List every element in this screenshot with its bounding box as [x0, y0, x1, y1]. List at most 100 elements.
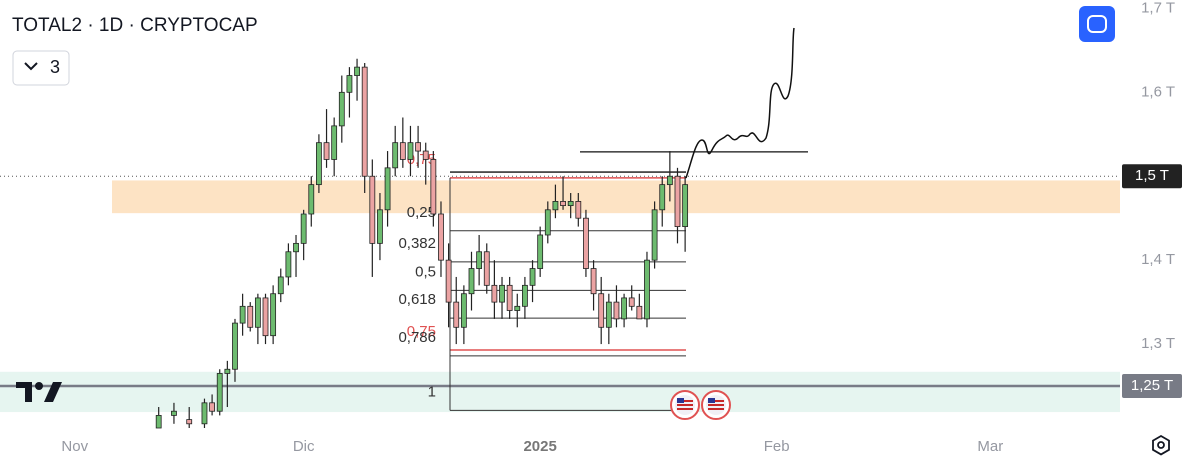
candle-body — [399, 142, 406, 160]
candle-body — [522, 284, 528, 307]
candle-body — [453, 301, 460, 328]
candle-body — [254, 297, 261, 328]
fib-label: 0,618 — [398, 291, 436, 308]
candle-body — [430, 159, 437, 215]
candle-body — [224, 368, 231, 374]
candle-body — [644, 259, 650, 320]
candle-body — [491, 284, 498, 303]
fib-label: 0,382 — [398, 235, 436, 252]
candle-body — [583, 217, 589, 269]
candle-body — [285, 251, 292, 278]
x-tick-label: Dic — [293, 438, 315, 455]
fib-label: 0,75 — [407, 151, 436, 168]
indicator-count: 3 — [50, 57, 60, 77]
candle-body — [621, 297, 627, 320]
candle-body — [277, 276, 284, 295]
candle-body — [537, 234, 544, 269]
fib-label: 0,786 — [398, 329, 436, 346]
background-layer: 1,3 T 1,4 T 1,6 T 1,7 T Nov Dic 2025 Feb Mar 0,75… — [0, 0, 1175, 455]
x-tick-label: Feb — [764, 438, 790, 455]
projection-drawing — [685, 27, 795, 179]
zone — [0, 371, 1120, 413]
candle-body — [651, 209, 658, 261]
candle-body — [155, 415, 162, 429]
price-label-box — [1122, 374, 1182, 399]
x-tick-label: 2025 — [523, 438, 556, 455]
y-tick-label: 1,7 T — [1141, 0, 1175, 16]
candle-body — [270, 293, 277, 337]
candle-body — [575, 201, 582, 219]
candle-body — [354, 66, 360, 76]
y-tick-label: 1,3 T — [1141, 335, 1175, 352]
candle-body — [392, 142, 399, 169]
candle-body — [171, 410, 177, 416]
candle-body — [308, 184, 315, 215]
candle-body — [232, 322, 238, 370]
candle-body — [186, 419, 193, 425]
candle-body — [293, 242, 299, 253]
candle-body — [216, 373, 223, 412]
zone — [112, 180, 1120, 214]
candle-body — [346, 75, 353, 93]
fib-label: 0,25 — [407, 204, 436, 221]
candle-body — [529, 268, 536, 286]
candle-body — [514, 305, 521, 311]
y-tick-label: 1,4 T — [1141, 251, 1175, 268]
candle-body — [628, 297, 635, 307]
candle-body — [506, 284, 513, 311]
candle-body — [407, 142, 414, 160]
candle-body — [567, 201, 574, 207]
candle-body — [384, 167, 391, 211]
candle-body — [666, 175, 673, 186]
candle-body — [636, 305, 643, 320]
candle-body — [445, 259, 452, 303]
candle-body — [247, 305, 254, 328]
candle-body — [209, 402, 215, 412]
candle-body — [422, 150, 429, 160]
candle-body — [499, 284, 505, 303]
candle-body — [262, 297, 269, 337]
candle-body — [460, 293, 467, 328]
candle-body — [323, 142, 330, 160]
event-flags[interactable] — [670, 390, 731, 420]
indicator-toggle[interactable] — [12, 50, 70, 86]
candle-body — [598, 293, 605, 328]
candle-body — [369, 175, 376, 244]
candle-body — [544, 209, 551, 236]
candle-body — [590, 268, 597, 295]
candle-body — [415, 142, 421, 152]
price-label-box — [1122, 164, 1182, 189]
candle-body — [605, 301, 612, 328]
candle-body — [361, 66, 368, 177]
candle-body — [338, 91, 345, 127]
candle-body — [483, 251, 490, 286]
price-label: 1,5 T — [1135, 167, 1169, 184]
candle-body — [331, 125, 338, 160]
chevron-icon — [24, 62, 38, 71]
chart-title: TOTAL2 · 1D · CRYPTOCAP — [12, 15, 258, 36]
candle-body — [659, 184, 666, 211]
candle-body — [300, 213, 307, 244]
candle-body — [552, 201, 559, 211]
candle-body — [674, 175, 681, 227]
candle-body — [438, 213, 444, 261]
layout-button[interactable] — [1079, 6, 1115, 42]
candle-body — [613, 301, 620, 320]
y-tick-label: 1,6 T — [1141, 83, 1175, 100]
candle-body — [316, 142, 322, 186]
x-tick-label: Mar — [977, 438, 1003, 455]
fib-label: 0,5 — [415, 263, 436, 280]
candle-body — [476, 251, 483, 269]
candle-body — [560, 201, 566, 207]
fib-label: 1 — [428, 383, 436, 400]
candle-body — [377, 209, 383, 244]
candle-body — [682, 184, 689, 227]
tv-logo — [16, 382, 62, 402]
candle-body — [468, 268, 475, 295]
fib-label: 0,75 — [407, 323, 436, 340]
price-label: 1,25 T — [1131, 377, 1173, 394]
x-tick-label: Nov — [61, 438, 88, 455]
settings-icon[interactable] — [1152, 434, 1170, 456]
